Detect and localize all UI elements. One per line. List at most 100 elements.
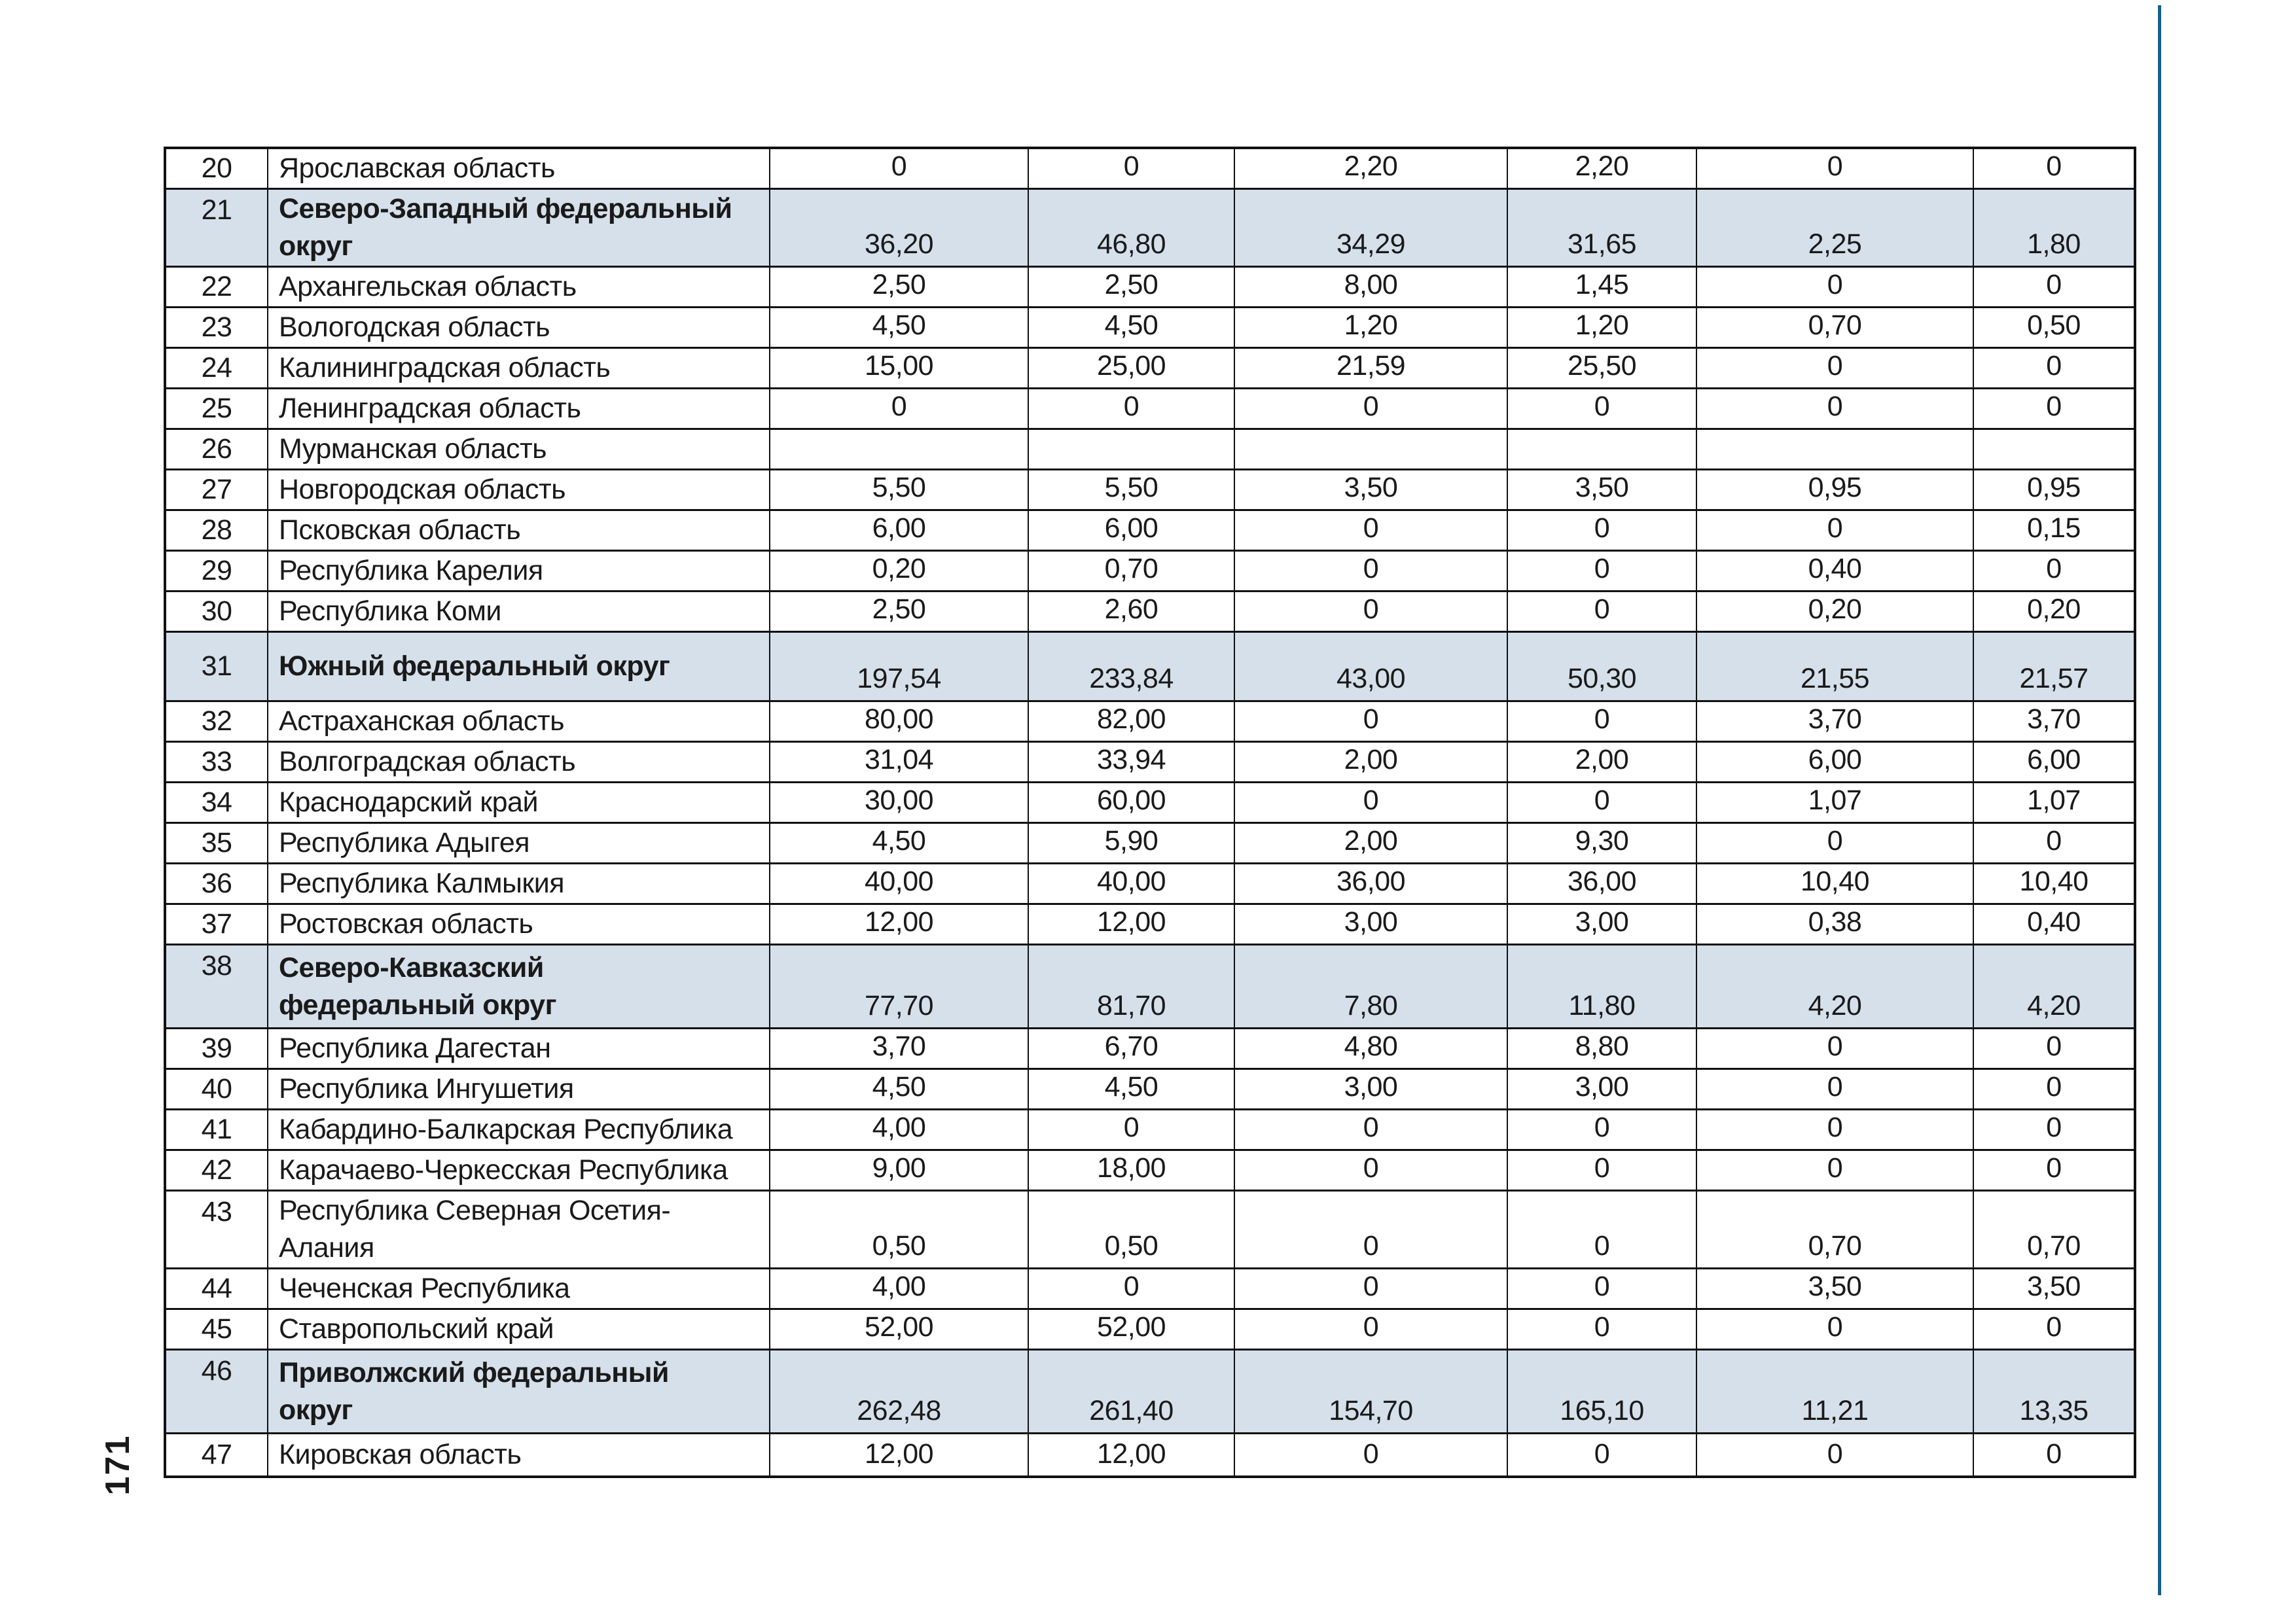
value-cell: 3,70 <box>769 1027 1029 1070</box>
row-number-cell: 41 <box>164 1108 268 1151</box>
value-cell <box>1028 428 1235 470</box>
value-cell: 80,00 <box>769 700 1029 743</box>
row-number-cell: 42 <box>164 1149 268 1192</box>
value-cell: 2,00 <box>1507 741 1697 783</box>
value-cell: 33,94 <box>1028 741 1235 783</box>
table-row: 29 Республика Карелия 0,20 0,70 0 0 0,40 0 <box>164 550 2136 592</box>
value-cell: 0 <box>1696 1432 1974 1477</box>
region-name-cell: Вологодская область <box>267 306 770 349</box>
value-cell: 197,54 <box>769 631 1029 702</box>
value-cell: 0 <box>1696 509 1974 552</box>
value-cell: 1,07 <box>1696 781 1974 824</box>
value-cell: 0,50 <box>769 1190 1029 1269</box>
value-cell: 4,80 <box>1234 1027 1508 1070</box>
table-row: 47 Кировская область 12,00 12,00 0 0 0 0 <box>164 1432 2136 1477</box>
value-cell: 12,00 <box>1028 903 1235 945</box>
value-cell: 0 <box>1973 266 2136 308</box>
value-cell: 0 <box>1234 509 1508 552</box>
value-cell: 0 <box>1696 822 1974 864</box>
value-cell: 2,20 <box>1234 147 1508 190</box>
table-row: 37 Ростовская область 12,00 12,00 3,00 3,00 0,… <box>164 903 2136 945</box>
value-cell: 0 <box>1507 1432 1697 1477</box>
row-number-cell: 35 <box>164 822 268 864</box>
table-row: 26 Мурманская область <box>164 428 2136 470</box>
region-name-cell: Северо-Кавказский федеральный округ <box>267 944 770 1029</box>
value-cell: 2,50 <box>1028 266 1235 308</box>
value-cell: 0,95 <box>1973 468 2136 511</box>
value-cell: 0 <box>1973 1308 2136 1351</box>
value-cell: 11,80 <box>1507 944 1697 1029</box>
value-cell: 0,70 <box>1028 550 1235 592</box>
row-number-cell: 36 <box>164 862 268 905</box>
value-cell: 10,40 <box>1973 862 2136 905</box>
value-cell: 1,20 <box>1234 306 1508 349</box>
value-cell: 3,00 <box>1234 1068 1508 1110</box>
value-cell: 4,50 <box>769 822 1029 864</box>
region-name-cell: Краснодарский край <box>267 781 770 824</box>
row-number-cell: 32 <box>164 700 268 743</box>
value-cell: 6,70 <box>1028 1027 1235 1070</box>
value-cell: 0 <box>1696 1068 1974 1110</box>
region-name-cell: Республика Карелия <box>267 550 770 592</box>
value-cell: 8,80 <box>1507 1027 1697 1070</box>
value-cell: 36,20 <box>769 188 1029 268</box>
value-cell: 0,15 <box>1973 509 2136 552</box>
value-cell: 18,00 <box>1028 1149 1235 1192</box>
row-number-cell: 43 <box>164 1190 268 1269</box>
value-cell: 2,60 <box>1028 590 1235 633</box>
row-number-cell: 47 <box>164 1432 268 1477</box>
table-row: 40 Республика Ингушетия 4,50 4,50 3,00 3,00 0 0 <box>164 1068 2136 1110</box>
region-name-cell: Северо-Западный федеральный округ <box>267 188 770 268</box>
value-cell: 25,50 <box>1507 347 1697 389</box>
table-row: 41 Кабардино-Балкарская Республика 4,00 0 0 0… <box>164 1108 2136 1151</box>
region-name-cell: Республика Адыгея <box>267 822 770 864</box>
value-cell: 0 <box>1234 1108 1508 1151</box>
table-body: 20 Ярославская область 0 0 2,20 2,20 0 0 21 Север… <box>164 147 2136 1477</box>
region-name-cell: Республика Северная Осетия- Алания <box>267 1190 770 1269</box>
value-cell: 0 <box>1507 509 1697 552</box>
value-cell: 21,55 <box>1696 631 1974 702</box>
value-cell: 0 <box>1507 550 1697 592</box>
value-cell: 1,45 <box>1507 266 1697 308</box>
value-cell: 0,70 <box>1696 1190 1974 1269</box>
table-row: 44 Чеченская Республика 4,00 0 0 0 3,50 3,50 <box>164 1267 2136 1310</box>
value-cell: 165,10 <box>1507 1349 1697 1434</box>
value-cell: 0 <box>1973 347 2136 389</box>
value-cell: 0 <box>1507 1190 1697 1269</box>
value-cell: 0 <box>1696 1308 1974 1351</box>
value-cell: 25,00 <box>1028 347 1235 389</box>
value-cell: 2,25 <box>1696 188 1974 268</box>
region-name-cell: Архангельская область <box>267 266 770 308</box>
value-cell: 0,95 <box>1696 468 1974 511</box>
table-row: 42 Карачаево-Черкесская Республика 9,00 18,… <box>164 1149 2136 1192</box>
value-cell: 3,00 <box>1507 903 1697 945</box>
value-cell: 31,65 <box>1507 188 1697 268</box>
row-number-cell: 46 <box>164 1349 268 1434</box>
region-name-cell: Южный федеральный округ <box>267 631 770 702</box>
row-number-cell: 28 <box>164 509 268 552</box>
region-name-cell: Республика Коми <box>267 590 770 633</box>
value-cell: 4,00 <box>769 1108 1029 1151</box>
region-name-cell: Карачаево-Черкесская Республика <box>267 1149 770 1192</box>
value-cell: 2,50 <box>769 266 1029 308</box>
value-cell: 11,21 <box>1696 1349 1974 1434</box>
region-name-cell: Псковская область <box>267 509 770 552</box>
value-cell: 4,20 <box>1973 944 2136 1029</box>
value-cell: 40,00 <box>769 862 1029 905</box>
row-number-cell: 39 <box>164 1027 268 1070</box>
value-cell: 0 <box>1507 700 1697 743</box>
value-cell: 2,20 <box>1507 147 1697 190</box>
value-cell: 4,20 <box>1696 944 1974 1029</box>
value-cell: 0 <box>1028 387 1235 430</box>
value-cell: 2,00 <box>1234 822 1508 864</box>
region-name-cell: Ростовская область <box>267 903 770 945</box>
value-cell: 233,84 <box>1028 631 1235 702</box>
value-cell: 0 <box>1973 1149 2136 1192</box>
value-cell: 52,00 <box>769 1308 1029 1351</box>
value-cell: 2,00 <box>1234 741 1508 783</box>
value-cell <box>769 428 1029 470</box>
value-cell: 6,00 <box>1973 741 2136 783</box>
table-row: 38 Северо-Кавказский федеральный округ 77,… <box>164 944 2136 1029</box>
row-number-cell: 20 <box>164 147 268 190</box>
value-cell: 13,35 <box>1973 1349 2136 1434</box>
